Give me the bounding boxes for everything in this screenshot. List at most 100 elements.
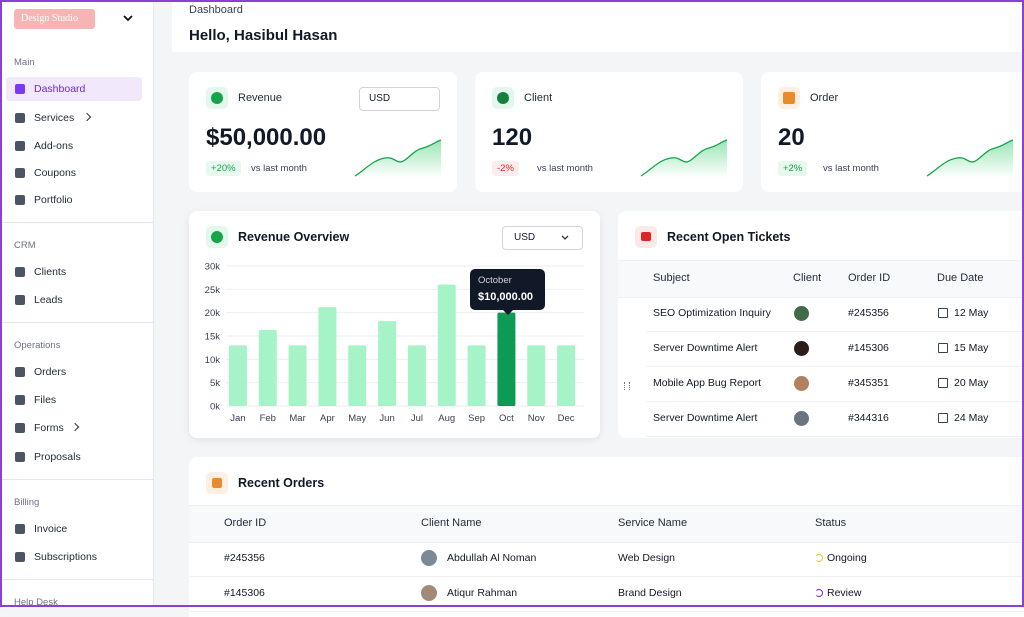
nav-icon (15, 168, 25, 178)
status-icon (815, 554, 823, 562)
stat-change: +2% (778, 161, 808, 176)
order-id: #145306 (224, 587, 265, 599)
nav-item[interactable]: Clients (6, 260, 142, 284)
section-title: Operations (14, 340, 61, 351)
stat-icon (206, 87, 228, 109)
nav-label: Services (34, 112, 75, 124)
nav-icon (15, 195, 25, 205)
nav-icon (15, 267, 25, 277)
stat-icon-glyph (211, 92, 223, 104)
nav-item[interactable]: Proposals (6, 445, 142, 469)
orders-header-row (189, 505, 1024, 543)
ticket-subject: Server Downtime Alert (653, 412, 758, 424)
tooltip-value: $10,000.00 (478, 291, 534, 303)
calendar-icon (938, 413, 948, 423)
section-title: Help Desk (14, 597, 58, 608)
stat-note: vs last month (823, 163, 879, 174)
nav-label: Subscriptions (34, 551, 98, 563)
tickets-icon (635, 226, 657, 248)
nav-item[interactable]: Leads (6, 288, 142, 312)
nav-icon (15, 141, 25, 151)
nav-label: Clients (34, 266, 67, 278)
row-divider (189, 576, 1024, 577)
nav-item[interactable]: Orders (6, 360, 142, 384)
client-name: Atiqur Rahman (447, 587, 518, 599)
header: Dashboard Hello, Hasibul Hasan (172, 0, 1024, 52)
nav-item[interactable]: Coupons (6, 161, 142, 185)
ticket-subject: SEO Optimization Inquiry (653, 307, 771, 319)
orders-card: Recent Orders Order ID Client Name Service… (189, 457, 1024, 617)
chart-tooltip: October $10,000.00 (470, 269, 545, 315)
table-header: Status (815, 517, 847, 529)
row-divider (646, 436, 1024, 437)
ticket-due-date: 12 May (954, 307, 989, 319)
stat-icon (492, 87, 514, 109)
currency-text: USD (369, 93, 391, 104)
nav-icon (15, 84, 25, 94)
stat-note: vs last month (537, 163, 593, 174)
sparkline (926, 139, 1014, 178)
service-name: Brand Design (618, 587, 682, 599)
nav-item[interactable]: Portfolio (6, 188, 142, 212)
section-title: Billing (14, 497, 40, 508)
nav-label: Coupons (34, 167, 77, 179)
stat-note: vs last month (251, 163, 307, 174)
row-divider (646, 331, 1024, 332)
revenue-icon (206, 226, 228, 248)
nav-item[interactable]: Forms (6, 416, 142, 440)
stat-value: 120 (492, 124, 533, 151)
stat-change: +20% (206, 161, 241, 176)
breadcrumb[interactable]: Dashboard (189, 4, 243, 16)
ticket-due-date: 15 May (954, 342, 989, 354)
currency-select[interactable]: USD (359, 87, 440, 111)
orders-title: Recent Orders (238, 476, 325, 490)
nav-label: Dashboard (34, 83, 86, 95)
order-id: #245356 (224, 552, 265, 564)
nav-item[interactable]: Files (6, 388, 142, 412)
stat-icon-glyph (497, 92, 509, 104)
calendar-icon (938, 308, 948, 318)
chart-title: Revenue Overview (238, 230, 350, 244)
calendar-icon (938, 378, 948, 388)
stat-card: Revenue $50,000.00 +20% vs last month USD (189, 72, 457, 192)
orders-icon (206, 472, 228, 494)
stat-card: Client 120 -2% vs last month (475, 72, 743, 192)
nav-label: Files (34, 394, 57, 406)
ticket-due-date: 20 May (954, 377, 989, 389)
stat-icon-glyph (783, 92, 795, 104)
ticket-order-id: #145306 (848, 342, 889, 354)
nav-icon (15, 367, 25, 377)
sparkline (640, 139, 728, 178)
divider (0, 322, 153, 323)
nav-label: Portfolio (34, 194, 73, 206)
row-divider (646, 366, 1024, 367)
client-avatar (794, 376, 809, 391)
nav-label: Proposals (34, 451, 81, 463)
nav-item[interactable]: Invoice (6, 517, 142, 541)
table-header: Client (793, 272, 822, 284)
ticket-order-id: #345351 (848, 377, 889, 389)
drag-handle (624, 382, 630, 390)
table-header: Service Name (618, 517, 688, 529)
tooltip-label: October (478, 275, 512, 286)
ticket-order-id: #344316 (848, 412, 889, 424)
section-title: Main (14, 57, 35, 68)
nav-icon (15, 295, 25, 305)
currency-select[interactable]: USD (502, 226, 583, 250)
client-name: Abdullah Al Noman (447, 552, 537, 564)
client-avatar (421, 550, 437, 566)
stat-value: 20 (778, 124, 805, 151)
tickets-header-row (618, 260, 1024, 298)
nav-item[interactable]: Services (6, 106, 142, 130)
ticket-due-date: 24 May (954, 412, 989, 424)
greeting: Hello, Hasibul Hasan (189, 27, 338, 44)
logo[interactable]: Design Studio (14, 9, 95, 29)
client-avatar (794, 306, 809, 321)
nav-item[interactable]: Subscriptions (6, 545, 142, 569)
nav-label: Invoice (34, 523, 68, 535)
logo-chevron[interactable] (123, 14, 133, 22)
revenue-overview-card: Revenue Overview USD (189, 211, 600, 438)
nav-item[interactable]: Add-ons (6, 134, 142, 158)
nav-item[interactable]: Dashboard (6, 77, 142, 101)
